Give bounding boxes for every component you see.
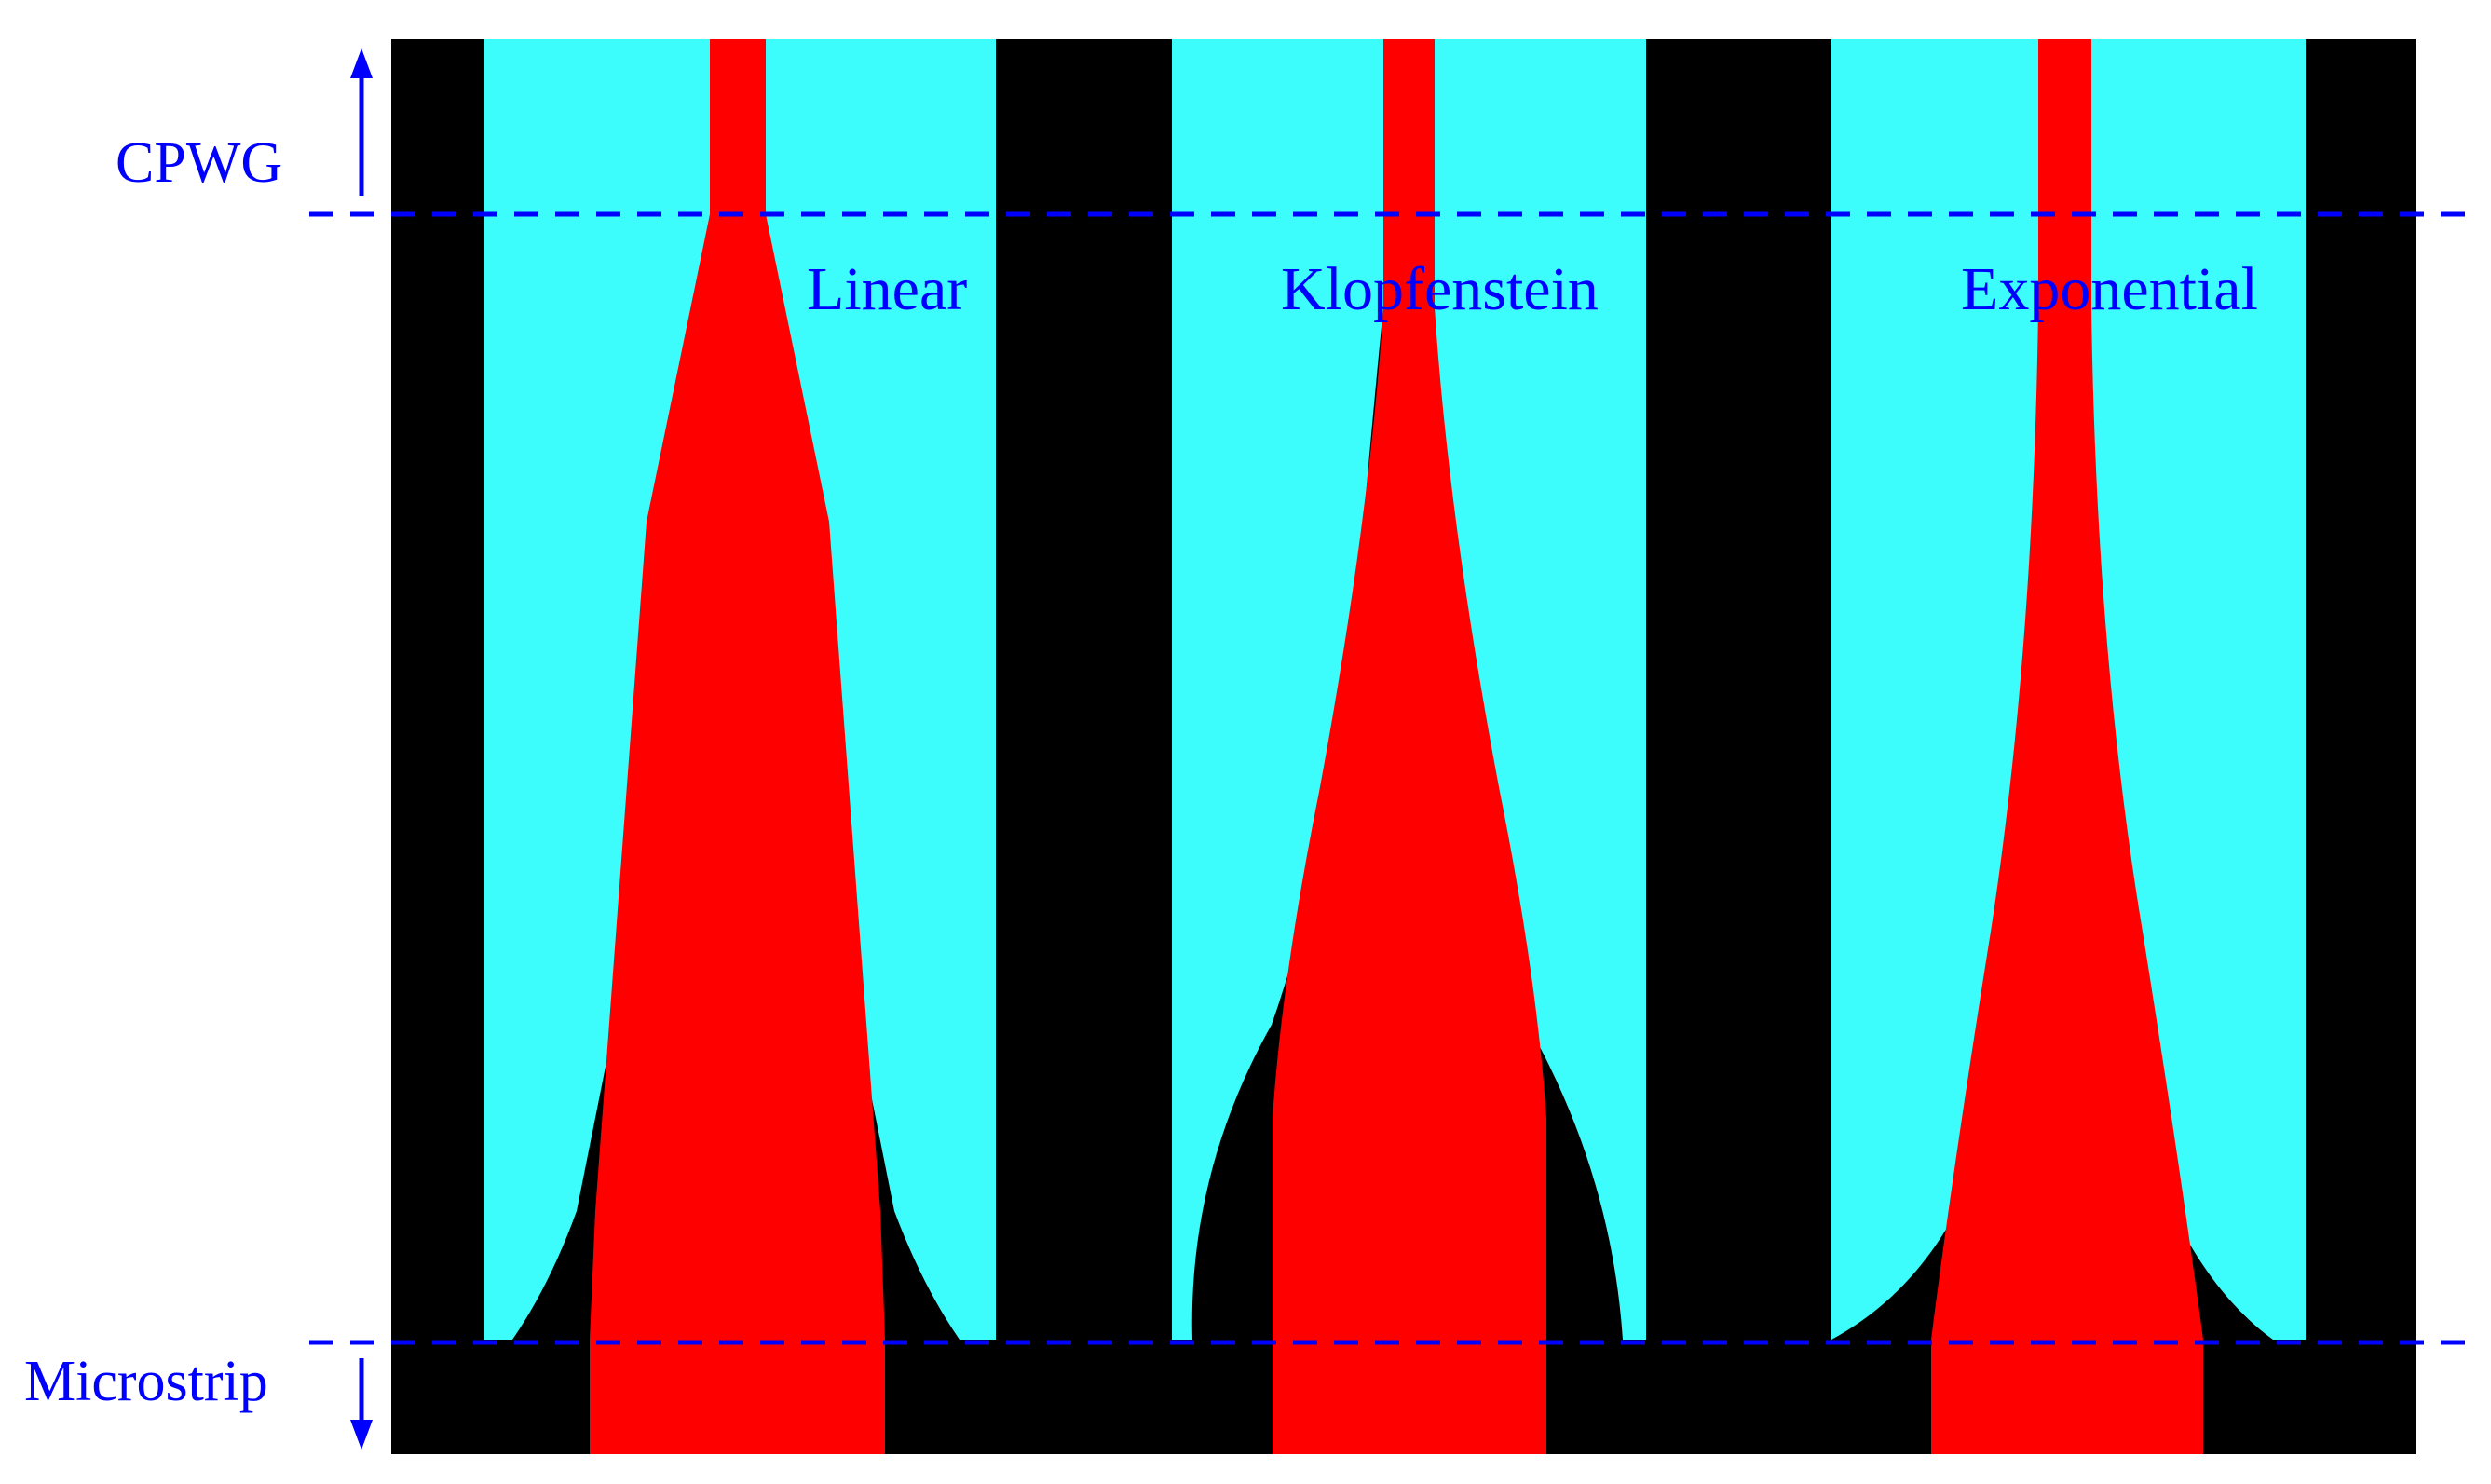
klopfenstein-signal-trace [1273,39,1546,1454]
exponential-signal-trace [1931,39,2203,1454]
cpwg-label: CPWG [116,131,282,195]
microstrip-arrow-icon [350,1358,373,1450]
klopfenstein-taper [1172,39,1646,1454]
linear-taper [484,39,996,1454]
linear-label: Linear [807,255,967,323]
exponential-ground-plane [1831,39,2306,1340]
exponential-taper [1831,39,2306,1454]
cpwg-arrow-icon [350,48,373,196]
exponential-label: Exponential [1961,255,2258,323]
klopfenstein-label: Klopfenstein [1281,255,1599,323]
microstrip-label: Microstrip [24,1350,268,1413]
linear-signal-trace [590,39,885,1454]
